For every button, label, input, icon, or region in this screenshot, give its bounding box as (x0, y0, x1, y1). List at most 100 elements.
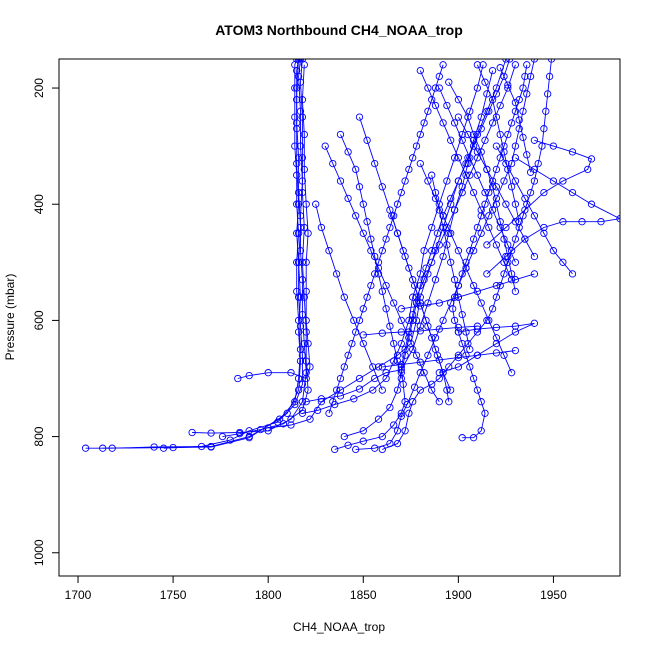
data-point (401, 427, 409, 435)
data-point (511, 61, 520, 69)
data-point (245, 434, 253, 442)
data-point (492, 165, 501, 174)
data-point (454, 96, 463, 104)
data-point (519, 84, 527, 92)
data-point (485, 107, 493, 115)
data-point (359, 427, 367, 435)
data-point (397, 316, 405, 325)
series-line-profile-24 (486, 139, 593, 246)
data-point (540, 188, 548, 197)
data-point (302, 328, 310, 336)
data-point (412, 316, 421, 325)
data-point (369, 386, 377, 394)
data-point (511, 235, 520, 243)
data-point (420, 247, 428, 255)
data-point (294, 258, 303, 266)
data-point (317, 223, 326, 232)
data-point (367, 235, 375, 243)
data-point (443, 177, 451, 185)
data-point (298, 380, 307, 388)
data-point (236, 430, 244, 438)
data-point (355, 183, 364, 191)
data-point (291, 84, 299, 92)
data-point (306, 415, 314, 423)
data-point (298, 113, 307, 121)
data-point (298, 258, 307, 266)
data-point (352, 212, 360, 220)
data-point (504, 252, 512, 261)
x-axis-label: CH4_NOAA_trop (293, 620, 385, 634)
data-point (568, 270, 577, 278)
data-point (298, 351, 307, 359)
data-point (447, 194, 455, 203)
data-point (313, 406, 322, 415)
data-point (515, 125, 523, 133)
data-point (492, 241, 501, 249)
data-point (488, 66, 497, 75)
data-point (405, 165, 413, 174)
data-point (374, 415, 383, 423)
data-point (405, 409, 413, 417)
data-point (416, 281, 424, 290)
series-line-profile-34 (431, 175, 471, 350)
data-point (424, 177, 432, 185)
data-point (329, 159, 337, 168)
data-point (306, 363, 314, 371)
y-tick-label: 1000 (32, 539, 46, 566)
data-point (540, 125, 548, 133)
series-line-profile-21 (458, 116, 535, 257)
data-point (405, 334, 413, 342)
data-point (300, 165, 308, 174)
data-point (397, 328, 405, 336)
data-point (435, 325, 443, 333)
data-point (447, 200, 455, 208)
data-point (298, 96, 307, 104)
data-point (492, 183, 501, 191)
data-point (340, 293, 348, 301)
data-point (507, 183, 516, 191)
data-point (420, 369, 428, 377)
data-point (439, 369, 447, 377)
data-point (469, 434, 478, 442)
series-line-profile-5 (237, 64, 311, 380)
data-point (412, 293, 421, 301)
series-line-profile-16 (340, 134, 402, 379)
data-point (473, 351, 482, 359)
data-point (374, 270, 383, 278)
data-point (458, 130, 466, 139)
data-point (435, 72, 443, 81)
data-point (386, 322, 394, 330)
data-point (359, 437, 367, 445)
data-point (488, 177, 497, 185)
data-point (445, 78, 453, 86)
data-point (521, 72, 529, 81)
data-point (488, 119, 497, 127)
data-point (458, 136, 466, 144)
data-point (507, 369, 516, 377)
data-point (378, 432, 386, 441)
data-point (382, 369, 390, 377)
data-point (397, 339, 405, 348)
x-tick-label: 1900 (445, 588, 472, 602)
data-point (422, 316, 430, 325)
data-point (279, 420, 288, 428)
y-axis: 200 400 600 800 1000 (32, 78, 60, 566)
data-point (466, 247, 474, 255)
data-point (488, 183, 497, 191)
data-point (159, 444, 168, 452)
data-point (483, 107, 491, 115)
data-point (454, 113, 463, 121)
data-point (424, 351, 432, 359)
data-point (378, 247, 386, 255)
data-point (294, 59, 303, 63)
data-point (359, 200, 367, 208)
data-point (393, 427, 402, 435)
data-point (226, 436, 234, 444)
data-point (431, 188, 440, 197)
data-point (325, 247, 333, 255)
data-point (479, 61, 487, 69)
data-point (336, 392, 345, 400)
data-point (506, 59, 514, 63)
data-point (218, 432, 227, 441)
data-point (454, 281, 463, 290)
